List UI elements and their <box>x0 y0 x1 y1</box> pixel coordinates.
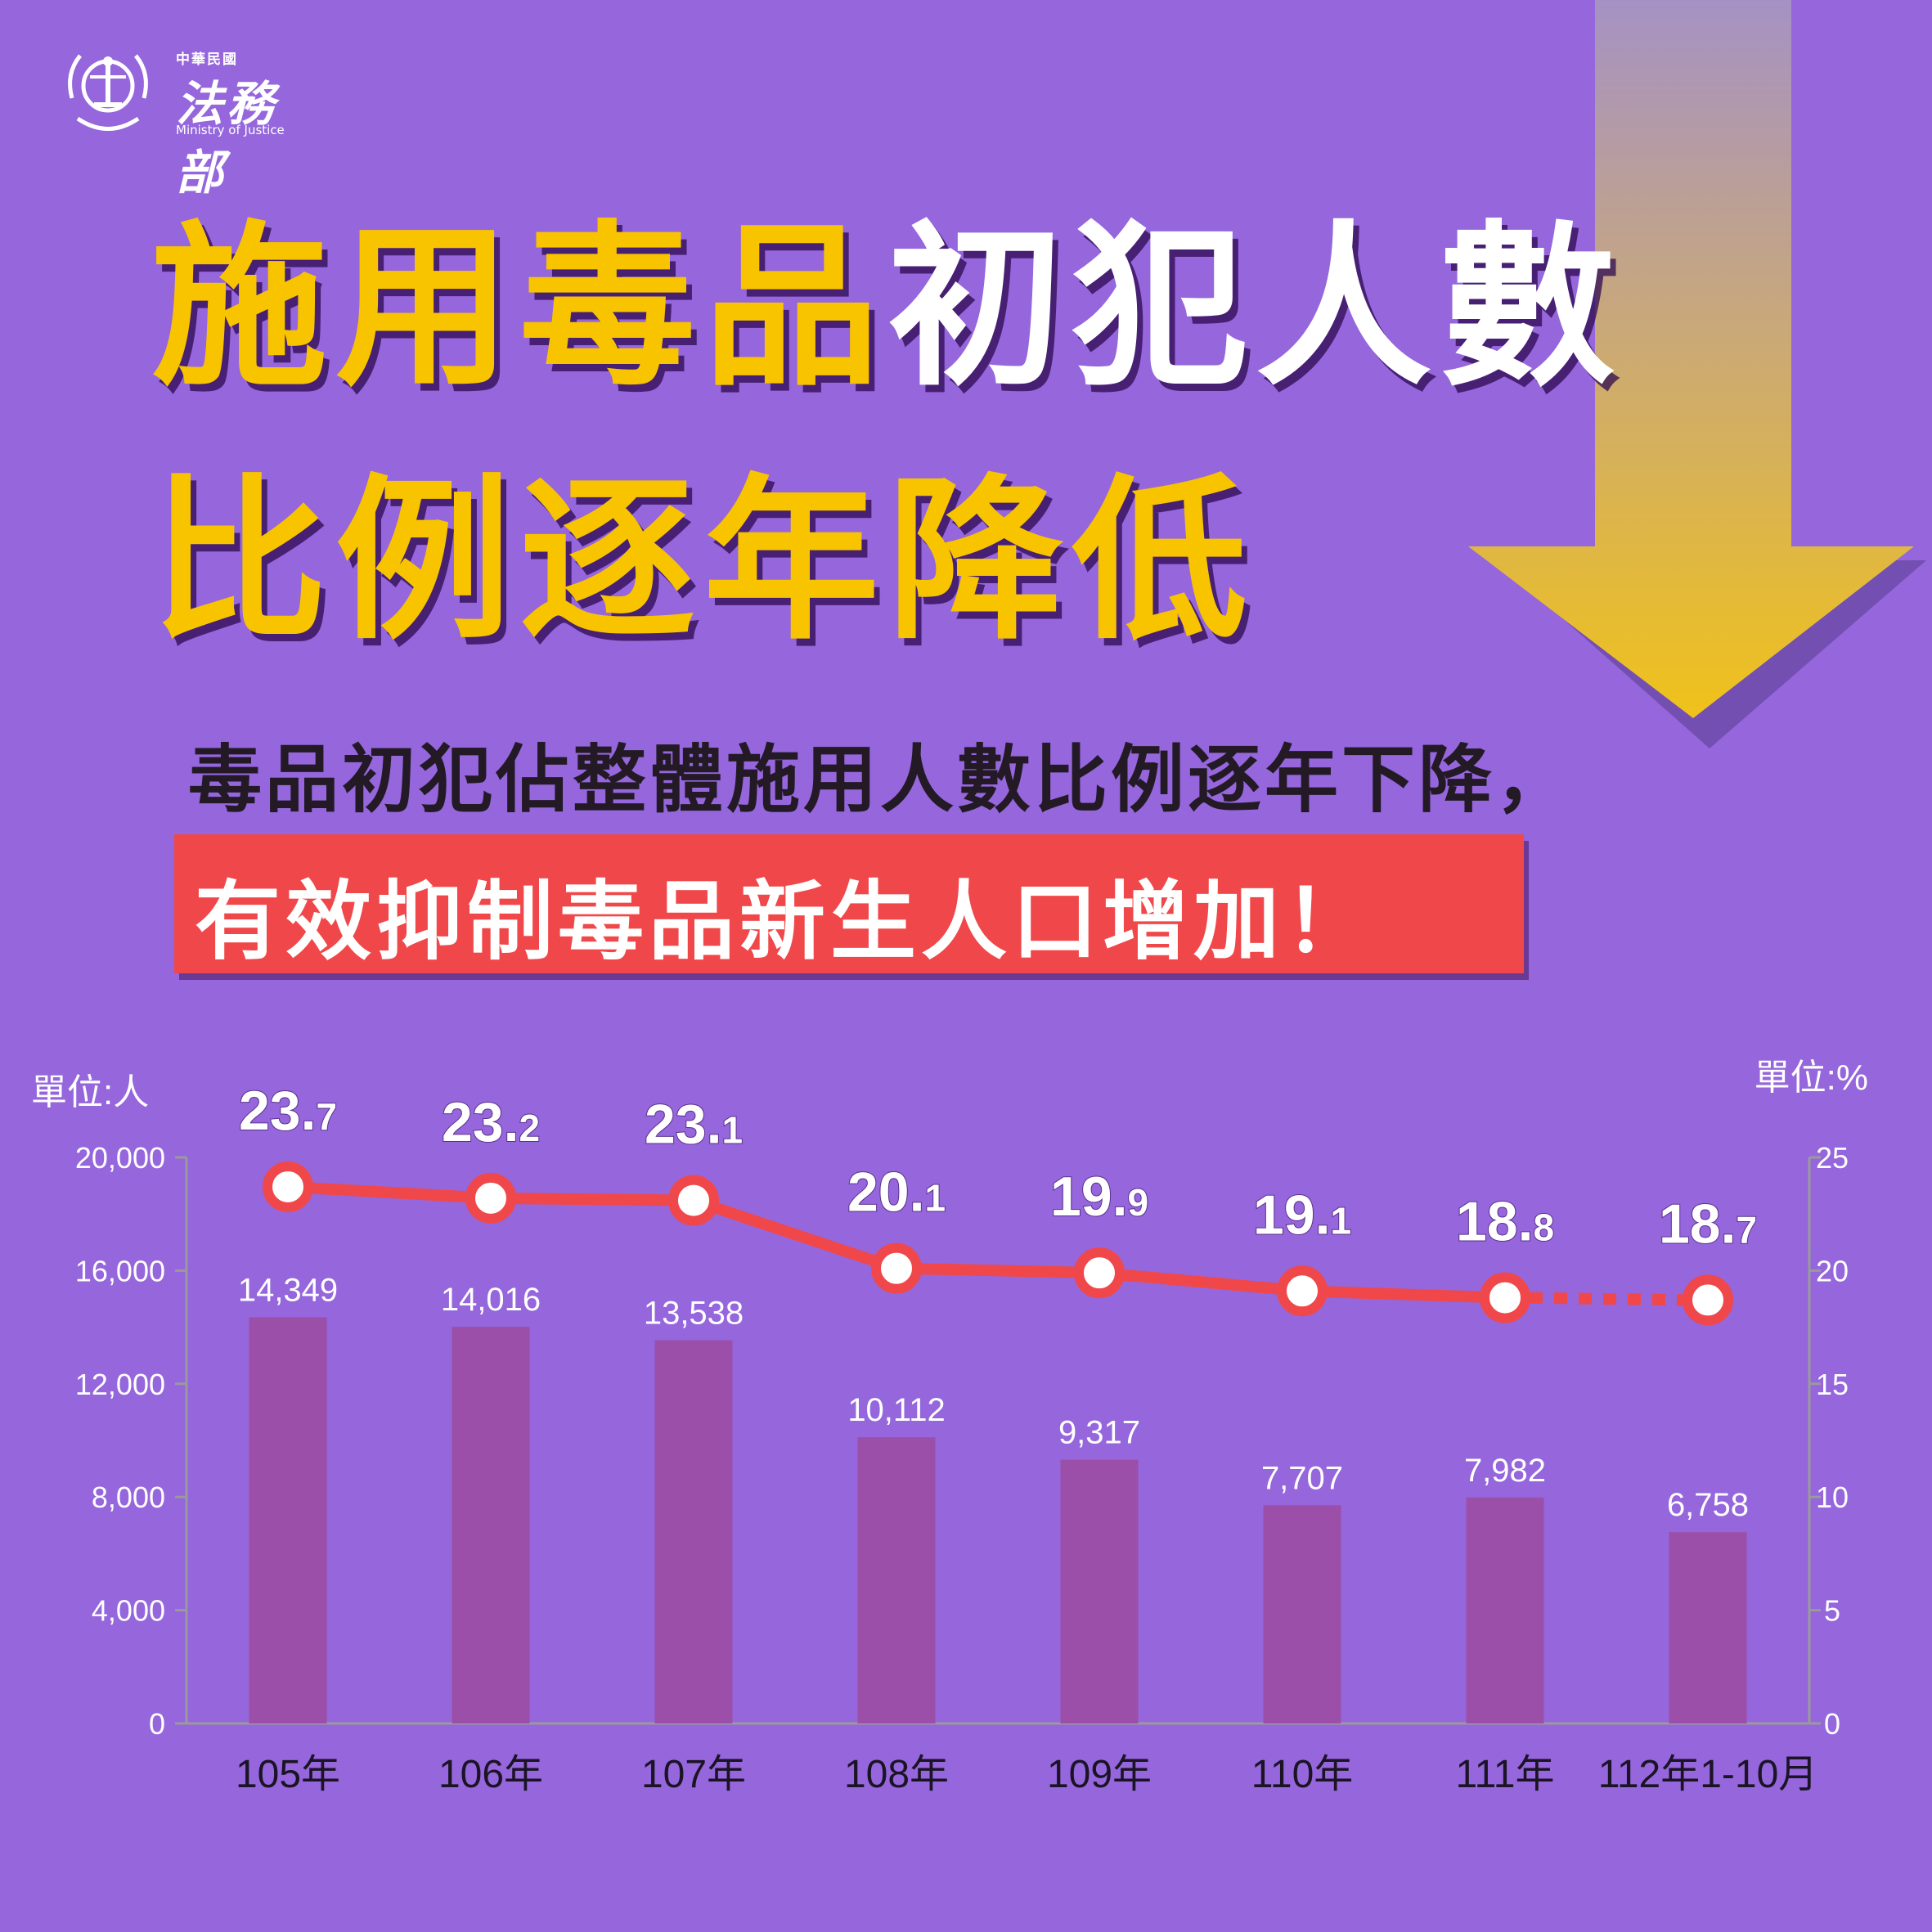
x-tick-label: 105年 <box>236 1753 340 1796</box>
y-tick-label-right: 15 <box>1816 1368 1849 1401</box>
y-tick-label-left: 12,000 <box>75 1368 165 1401</box>
line-value-label: 19.9 <box>1050 1166 1148 1228</box>
bar-value-label: 14,349 <box>238 1273 338 1309</box>
bar <box>654 1340 733 1723</box>
logo-country: 中華民國 <box>176 52 238 68</box>
bar-value-label: 14,016 <box>441 1282 541 1318</box>
x-tick-label: 106年 <box>438 1753 543 1796</box>
y-tick-label-right: 10 <box>1816 1480 1849 1514</box>
bar-value-label: 6,758 <box>1667 1487 1749 1523</box>
line-segment <box>1099 1267 1303 1297</box>
emblem-icon <box>68 54 148 131</box>
y-tick-label-left: 0 <box>149 1707 165 1741</box>
y-axis-label-right: 單位:% <box>1755 1058 1868 1098</box>
y-axis-label-left: 單位:人 <box>31 1072 149 1112</box>
line-point <box>871 1242 922 1294</box>
bar-value-label: 7,982 <box>1464 1453 1546 1489</box>
line-segment-dashed <box>1529 1292 1684 1306</box>
x-tick-label: 109年 <box>1047 1753 1152 1796</box>
y-tick-label-right: 25 <box>1816 1141 1849 1175</box>
line-segment <box>691 1194 899 1274</box>
y-tick-label-right: 0 <box>1824 1707 1840 1741</box>
line-value-label: 23.1 <box>645 1094 743 1156</box>
line-point <box>1683 1274 1733 1326</box>
title-line-2: 比例逐年降低 <box>151 458 1256 663</box>
bar <box>1263 1505 1341 1723</box>
line-value-label: 18.8 <box>1456 1191 1554 1253</box>
line-point <box>668 1175 719 1226</box>
y-tick-label-right: 20 <box>1816 1254 1849 1287</box>
line-point <box>263 1161 313 1212</box>
bar-value-label: 7,707 <box>1261 1460 1343 1496</box>
line-segment <box>490 1192 694 1206</box>
line-point <box>1277 1265 1328 1317</box>
x-tick-label: 107年 <box>641 1753 746 1796</box>
line-segment <box>287 1180 492 1204</box>
bar <box>452 1327 530 1723</box>
y-tick-label-left: 8,000 <box>92 1480 165 1514</box>
bar-value-label: 9,317 <box>1058 1415 1140 1451</box>
bar-value-label: 13,538 <box>644 1296 744 1332</box>
banner-text: 有效抑制毒品新生人口增加！ <box>195 872 1376 972</box>
bar-value-label: 10,112 <box>847 1392 945 1428</box>
title-white-part: 初犯人數 <box>887 204 1624 410</box>
y-tick-label-left: 20,000 <box>75 1141 165 1175</box>
ministry-logo: 中華民國 法務部 Ministry of Justice <box>49 41 327 200</box>
line-segment <box>1301 1285 1506 1304</box>
line-segment <box>896 1262 1100 1279</box>
x-tick-label: 108年 <box>844 1753 949 1796</box>
bar <box>1060 1459 1139 1723</box>
x-tick-label: 111年 <box>1456 1753 1555 1796</box>
line-point <box>1480 1272 1530 1323</box>
highlight-banner: 有效抑制毒品新生人口增加！ <box>174 834 1524 973</box>
line-value-label: 20.1 <box>847 1161 946 1224</box>
line-value-label: 23.2 <box>442 1091 540 1153</box>
logo-name-en: Ministry of Justice <box>176 123 285 137</box>
title-yellow-part: 施用毒品 <box>151 204 887 410</box>
bar <box>1466 1497 1544 1723</box>
line-value-label: 19.1 <box>1253 1184 1351 1246</box>
x-tick-label: 112年1-10月 <box>1598 1753 1818 1796</box>
y-tick-label-left: 16,000 <box>75 1254 165 1287</box>
line-value-label: 23.7 <box>239 1080 337 1142</box>
y-tick-label-right: 5 <box>1824 1594 1840 1628</box>
x-tick-label: 110年 <box>1251 1753 1354 1796</box>
line-value-label: 18.7 <box>1659 1193 1757 1255</box>
bar <box>857 1437 936 1723</box>
title-line-1: 施用毒品初犯人數 <box>151 219 1624 395</box>
bar <box>1669 1532 1747 1723</box>
line-point <box>1074 1247 1125 1299</box>
bar <box>249 1317 327 1723</box>
subtitle: 毒品初犯佔整體施用人數比例逐年下降， <box>188 737 1572 823</box>
y-tick-label-left: 4,000 <box>92 1594 165 1628</box>
line-point <box>465 1172 516 1224</box>
logo-name: 法務部 <box>176 76 278 200</box>
